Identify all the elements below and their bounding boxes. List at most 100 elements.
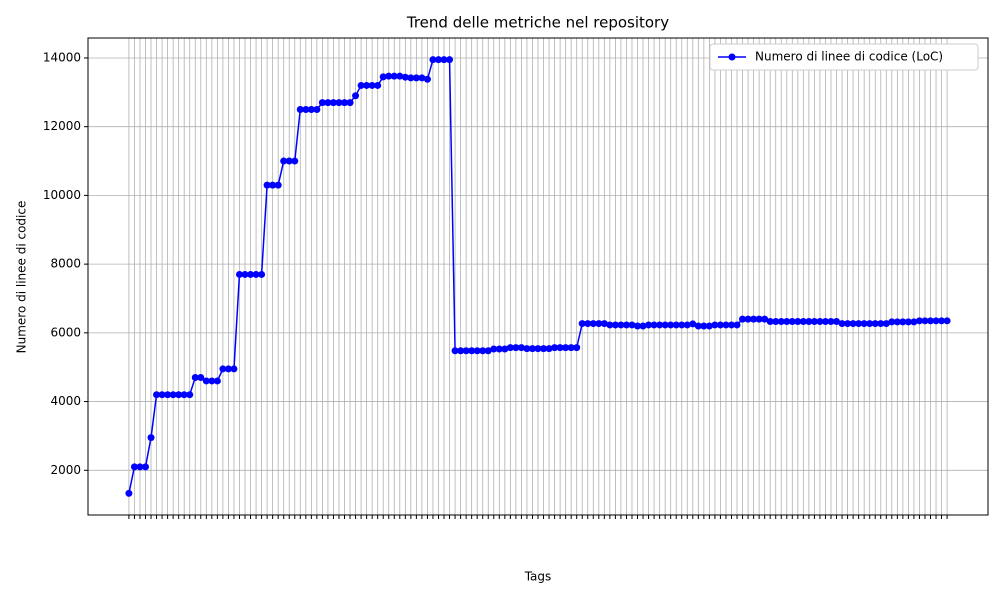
marker	[324, 99, 332, 107]
marker	[661, 321, 669, 329]
y-tick-label: 10000	[43, 188, 81, 202]
marker	[711, 321, 719, 329]
marker	[932, 317, 940, 325]
marker	[788, 318, 796, 326]
marker	[219, 365, 227, 373]
marker	[678, 321, 686, 329]
marker	[396, 72, 404, 80]
marker	[600, 320, 608, 328]
marker	[457, 347, 465, 355]
marker	[473, 347, 481, 355]
plot-frame	[87, 37, 989, 516]
marker	[374, 81, 382, 89]
marker	[727, 321, 735, 329]
marker	[584, 320, 592, 328]
marker	[667, 321, 675, 329]
marker	[716, 321, 724, 329]
marker	[540, 345, 548, 353]
marker	[307, 106, 315, 114]
marker	[153, 391, 161, 399]
marker	[252, 270, 260, 278]
marker	[694, 322, 702, 330]
marker	[899, 318, 907, 326]
marker	[766, 318, 774, 326]
marker	[501, 345, 509, 353]
marker	[329, 99, 337, 107]
marker	[772, 318, 780, 326]
marker	[412, 74, 420, 82]
marker	[672, 321, 680, 329]
marker	[241, 270, 249, 278]
legend-label: Numero di linee di codice (LoC)	[755, 50, 943, 64]
marker	[838, 320, 846, 328]
marker	[390, 72, 398, 80]
marker	[213, 377, 221, 385]
marker	[147, 434, 155, 442]
marker	[136, 463, 144, 471]
marker	[296, 106, 304, 114]
marker	[578, 320, 586, 328]
marker	[705, 322, 713, 330]
marker	[186, 391, 194, 399]
marker	[274, 181, 282, 189]
marker	[744, 315, 752, 323]
marker	[263, 181, 271, 189]
marker	[816, 318, 824, 326]
legend: Numero di linee di codice (LoC)	[709, 43, 979, 71]
marker	[158, 391, 166, 399]
marker	[418, 74, 426, 82]
marker	[462, 347, 470, 355]
marker	[866, 320, 874, 328]
y-tick-label: 8000	[50, 257, 81, 271]
marker	[645, 321, 653, 329]
marker	[617, 321, 625, 329]
marker	[639, 322, 647, 330]
marker	[495, 345, 503, 353]
marker	[335, 99, 343, 107]
marker	[656, 321, 664, 329]
marker	[269, 181, 277, 189]
y-tick-label: 14000	[43, 50, 81, 64]
y-tick-label: 2000	[50, 463, 81, 477]
marker	[855, 320, 863, 328]
marker	[761, 315, 769, 323]
marker	[202, 377, 210, 385]
marker	[125, 489, 133, 497]
y-tick-label: 4000	[50, 394, 81, 408]
marker	[860, 320, 868, 328]
marker	[180, 391, 188, 399]
marker	[451, 347, 459, 355]
marker	[318, 99, 326, 107]
marker	[352, 92, 360, 100]
marker	[191, 374, 199, 382]
marker	[821, 318, 829, 326]
marker	[827, 318, 835, 326]
marker	[611, 321, 619, 329]
marker	[849, 320, 857, 328]
marker	[468, 347, 476, 355]
marker	[363, 81, 371, 89]
marker	[722, 321, 730, 329]
marker	[567, 344, 575, 352]
marker	[910, 318, 918, 326]
marker	[794, 318, 802, 326]
marker	[943, 317, 951, 325]
marker	[683, 321, 691, 329]
marker	[650, 321, 658, 329]
marker	[545, 345, 553, 353]
marker	[606, 321, 614, 329]
marker	[313, 106, 321, 114]
marker	[434, 56, 442, 64]
marker	[622, 321, 630, 329]
marker	[484, 347, 492, 355]
marker	[871, 320, 879, 328]
y-axis-label: Numero di linee di codice	[15, 201, 29, 354]
marker	[423, 75, 431, 83]
marker	[562, 344, 570, 352]
legend-marker	[728, 53, 736, 61]
marker	[407, 74, 415, 82]
marker	[401, 73, 409, 81]
marker	[573, 344, 581, 352]
marker	[556, 344, 564, 352]
chart-title: Trend delle metriche nel repository	[406, 14, 669, 32]
